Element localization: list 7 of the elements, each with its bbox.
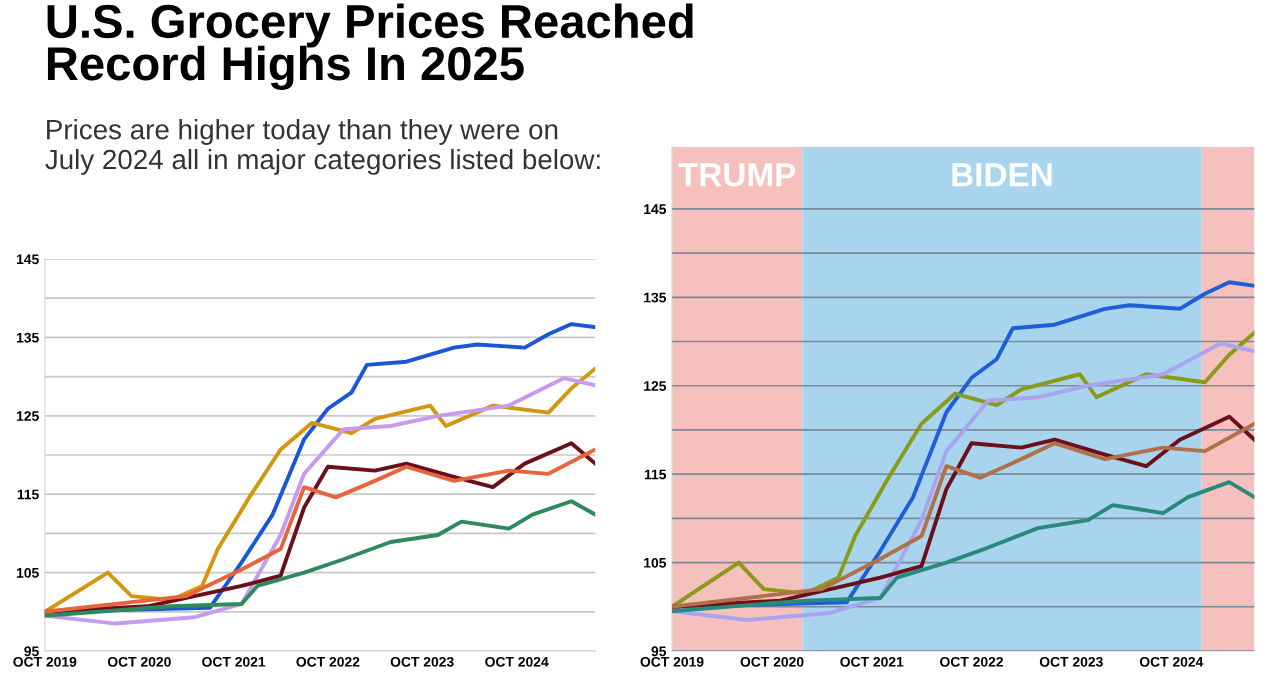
chart-title: U.S. Grocery Prices Reached Record Highs In 2025 <box>47 3 693 91</box>
line-series <box>44 499 596 618</box>
line-series <box>672 280 1255 609</box>
line-series <box>672 480 1255 614</box>
chart-subtitle: Prices are higher today than they were on July 2024 all in major categories listed below: <box>45 119 600 175</box>
band-label: TRUMP <box>678 163 796 187</box>
band-label: BIDEN <box>952 163 1052 187</box>
